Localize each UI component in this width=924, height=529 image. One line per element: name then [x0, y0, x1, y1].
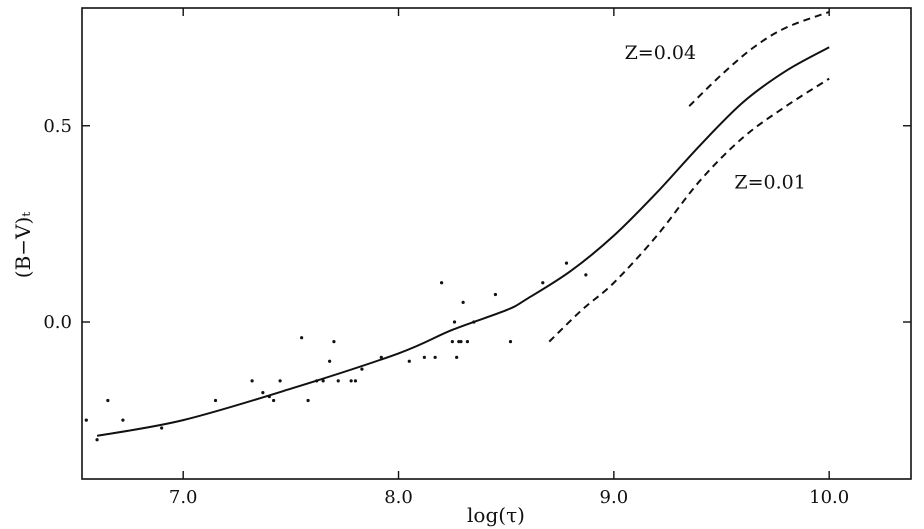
data-point: [465, 340, 470, 344]
data-point: [121, 418, 125, 422]
data-point: [353, 379, 358, 383]
tick-marks: [82, 8, 911, 479]
data-point: [584, 273, 588, 277]
y-tick-label: 0.0: [43, 312, 72, 333]
plot-frame: [81, 7, 912, 480]
data-point: [508, 340, 513, 344]
solid-curve: [96, 46, 830, 437]
data-point: [95, 438, 99, 442]
y-tick-labels: 0.0 0.5: [43, 116, 72, 333]
curves: [96, 10, 830, 437]
data-point: [360, 367, 364, 371]
data-point: [250, 379, 254, 383]
data-point: [407, 359, 411, 363]
data-point: [300, 336, 304, 340]
data-point: [564, 261, 569, 265]
data-point: [272, 398, 276, 403]
x-axis-label: log(τ): [467, 503, 525, 527]
x-tick-label: 8.0: [384, 487, 413, 508]
data-point: [452, 320, 457, 324]
x-tick-label: 9.0: [600, 487, 629, 508]
annotations: Z=0.04 Z=0.01: [625, 42, 806, 194]
data-point: [315, 379, 319, 383]
data-point: [261, 391, 265, 395]
dashed-curve-2: [688, 10, 830, 107]
data-point: [422, 355, 426, 359]
data-point: [450, 340, 454, 344]
x-tick-labels: 7.0 8.0 9.0 10.0: [169, 487, 849, 508]
data-point: [459, 340, 463, 344]
x-tick-label: 7.0: [169, 487, 198, 508]
data-point: [267, 394, 271, 399]
y-axis-label: (B−V)ₜ: [11, 212, 35, 279]
data-point: [349, 379, 353, 383]
data-points: [84, 261, 588, 442]
data-point: [332, 340, 336, 344]
data-point: [439, 281, 444, 285]
annotation-label: Z=0.01: [734, 172, 805, 194]
y-tick-label: 0.5: [43, 116, 72, 137]
data-point: [321, 379, 325, 383]
data-point: [106, 398, 110, 403]
data-point: [493, 292, 498, 297]
dashed-curve-3: [548, 77, 830, 343]
data-point: [328, 359, 332, 363]
data-point: [336, 379, 340, 383]
annotation-label: Z=0.04: [625, 42, 696, 64]
data-point: [541, 281, 545, 285]
data-point: [306, 398, 310, 403]
data-point: [160, 426, 164, 430]
data-point: [472, 320, 476, 324]
data-point: [379, 355, 383, 359]
data-point: [455, 355, 459, 359]
data-point: [461, 300, 465, 304]
data-point: [213, 398, 218, 403]
data-point: [84, 418, 88, 422]
data-point: [278, 379, 282, 383]
data-point: [433, 355, 437, 359]
x-tick-label: 10.0: [809, 487, 849, 508]
